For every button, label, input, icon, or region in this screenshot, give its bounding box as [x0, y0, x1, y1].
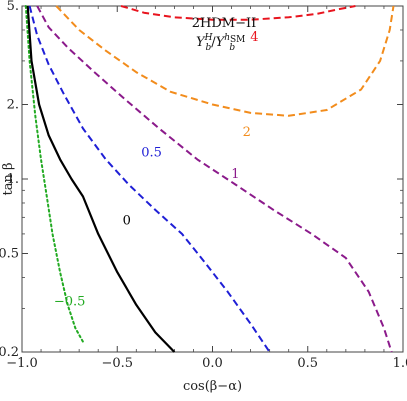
series-label-4: 2	[243, 125, 251, 140]
series-label-2: 0.5	[141, 145, 162, 160]
series-line-2	[28, 5, 271, 353]
x-axis-label: cos(β−α)	[183, 379, 242, 394]
series-line-3	[36, 5, 393, 353]
x-tick-label: 0.5	[297, 356, 318, 371]
series-label-1: 0	[123, 213, 131, 228]
y-tick-label: 5.	[7, 0, 19, 14]
y-tick-label: 1.	[7, 172, 19, 187]
series-labels: −0.5 0 0.5 1 2 4	[54, 30, 259, 310]
ratio-sub-1: b	[205, 43, 211, 53]
x-axis-ticks: −1.0−0.50.00.51.0	[6, 6, 407, 371]
ratio-base-1: Y	[196, 35, 206, 50]
ratio-sup-2: h	[224, 33, 230, 43]
ratio-base-2: Y	[216, 35, 226, 50]
series-line-1	[26, 5, 176, 353]
model-name: 2HDM−II	[192, 16, 257, 31]
x-tick-label: −1.0	[6, 356, 38, 371]
x-tick-label: 0.0	[202, 356, 223, 371]
series-layer	[24, 5, 395, 353]
series-line-4	[55, 5, 395, 117]
yukawa-ratio: YH b/YhSM b	[196, 33, 245, 53]
series-line-0	[24, 5, 84, 343]
y-tick-label: 2.	[7, 97, 19, 112]
series-label-5: 4	[250, 30, 258, 45]
ratio-sup-2-sub: SM	[230, 35, 245, 45]
ratio-sep: /	[211, 35, 216, 50]
x-tick-label: −0.5	[101, 356, 133, 371]
series-line-5	[120, 5, 356, 21]
series-label-0: −0.5	[54, 294, 86, 309]
model-annotation: 2HDM−II YH b/YhSM b	[192, 16, 257, 53]
ratio-sup-1: H	[204, 33, 213, 43]
x-tick-label: 1.0	[393, 356, 407, 371]
series-label-3: 1	[231, 167, 239, 182]
y-tick-label: 0.2	[0, 345, 19, 360]
ratio-sub-2: b	[229, 43, 235, 53]
y-axis-label: tan β	[1, 163, 16, 196]
y-tick-label: 0.5	[0, 247, 19, 262]
